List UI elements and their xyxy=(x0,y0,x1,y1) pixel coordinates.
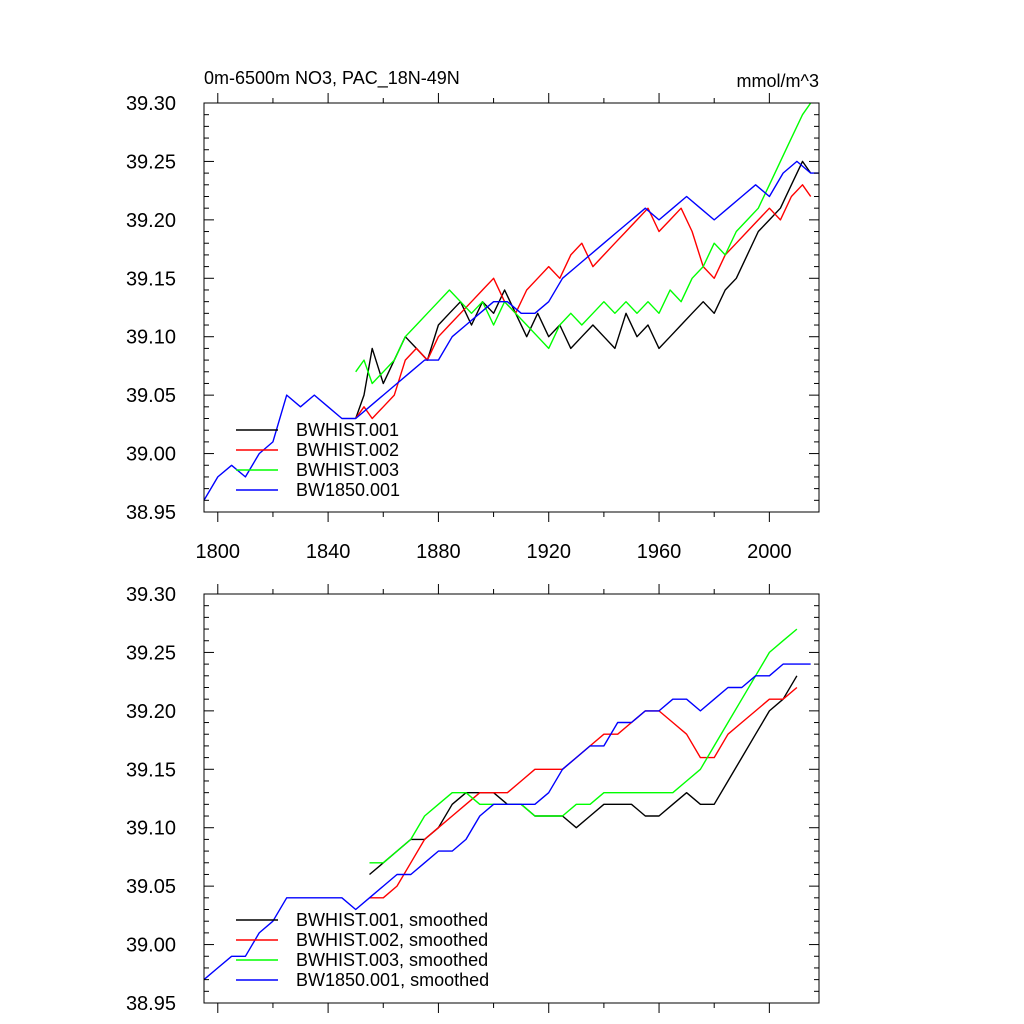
y-tick-label: 39.30 xyxy=(126,584,176,606)
y-tick-label: 39.25 xyxy=(126,151,176,173)
series-lines xyxy=(204,628,811,981)
bottom-panel: 38.95 39.00 39.05 39.10 39.15 39.20 39.25 39.30… xyxy=(126,584,820,1015)
y-tick-label: 39.20 xyxy=(126,210,176,232)
top-panel-units: mmol/m^3 xyxy=(737,71,819,91)
series-line-4 xyxy=(204,663,811,981)
y-tick-label: 39.00 xyxy=(126,935,176,957)
top-panel-plot: 38.95 39.00 39.05 39.10 39.15 39.20 39.25 39.30… xyxy=(126,93,820,563)
y-tick-label: 38.95 xyxy=(126,502,176,524)
y-tick-label: 39.00 xyxy=(126,444,176,466)
x-tick-label: 1840 xyxy=(306,541,351,563)
x-tick-label: 2000 xyxy=(747,541,792,563)
plot-frame xyxy=(203,102,820,513)
x-tick-label: 1920 xyxy=(526,541,571,563)
series-line-1 xyxy=(355,160,812,419)
y-tick-label: 39.30 xyxy=(126,93,176,115)
y-tick-label: 39.10 xyxy=(126,327,176,349)
legend-label-2: BWHIST.002, smoothed xyxy=(296,930,488,950)
y-tick-label: 38.95 xyxy=(126,993,176,1015)
y-tick-label: 39.05 xyxy=(126,385,176,407)
y-tick-label: 39.15 xyxy=(126,759,176,781)
y-tick-label: 39.10 xyxy=(126,818,176,840)
legend-label-3: BWHIST.003 xyxy=(296,460,399,480)
series-line-3 xyxy=(355,103,812,385)
series-line-2 xyxy=(369,686,798,899)
y-tick-label: 39.20 xyxy=(126,701,176,723)
legend-label-1: BWHIST.001 xyxy=(296,420,399,440)
y-tick-label: 39.25 xyxy=(126,642,176,664)
x-tick-label: 1800 xyxy=(196,541,241,563)
series-line-4 xyxy=(204,160,819,501)
top-panel-title: 0m-6500m NO3, PAC_18N-49N xyxy=(204,68,460,89)
legend-label-1: BWHIST.001, smoothed xyxy=(296,910,488,930)
series-line-2 xyxy=(355,184,812,420)
x-tick-label: 1960 xyxy=(637,541,682,563)
x-tick-label: 1880 xyxy=(416,541,461,563)
legend-label-2: BWHIST.002 xyxy=(296,440,399,460)
y-tick-label: 39.15 xyxy=(126,268,176,290)
legend-label-4: BW1850.001 xyxy=(296,480,400,500)
legend-label-4: BW1850.001, smoothed xyxy=(296,970,489,990)
top-panel: 0m-6500m NO3, PAC_18N-49N mmol/m^3 38.95… xyxy=(126,68,820,563)
y-tick-label: 39.05 xyxy=(126,876,176,898)
legend-label-3: BWHIST.003, smoothed xyxy=(296,950,488,970)
series-line-3 xyxy=(369,628,798,864)
bottom-panel-plot: 38.95 39.00 39.05 39.10 39.15 39.20 39.25 39.30… xyxy=(126,584,820,1015)
series-line-1 xyxy=(369,675,798,876)
series-lines xyxy=(204,103,819,501)
plot-frame xyxy=(203,593,820,1004)
